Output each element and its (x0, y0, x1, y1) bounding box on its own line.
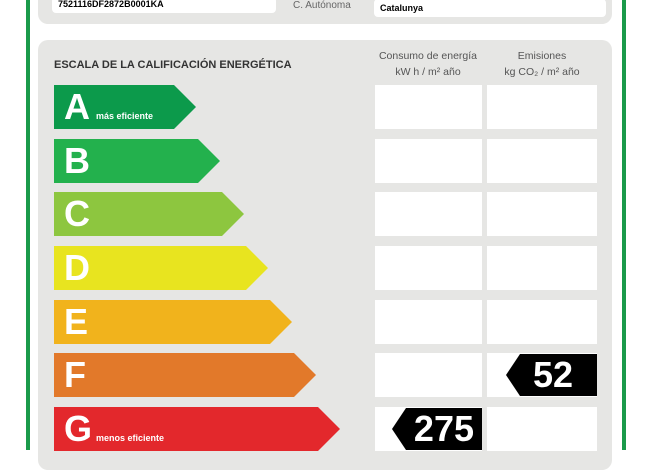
ref-catastral-field: 7521116DF2872B0001KA (52, 0, 276, 13)
energy-cell-E (375, 300, 482, 344)
class-letter: A (64, 86, 90, 127)
emissions-cell-B (487, 139, 597, 183)
emissions-cell-D (487, 246, 597, 290)
frame-border-left (26, 0, 30, 450)
class-letter: C (64, 193, 90, 234)
class-letter: G (64, 408, 93, 449)
class-row-D: D (54, 246, 268, 290)
emissions-cell-E (487, 300, 597, 344)
class-bar-E (54, 300, 292, 344)
class-subtitle: más eficiente (96, 111, 154, 121)
region-field: Catalunya (374, 0, 606, 17)
energy-cell-A (375, 85, 482, 129)
class-subtitle: menos eficiente (96, 433, 165, 443)
class-row-B: B (54, 139, 220, 183)
class-letter: B (64, 140, 90, 181)
class-row-A: A más eficiente (54, 85, 196, 129)
class-bar-C (54, 192, 244, 236)
class-row-C: C (54, 192, 244, 236)
class-bar-A (54, 85, 196, 129)
energy-cell-D (375, 246, 482, 290)
energy-cell-F (375, 353, 482, 397)
emissions-cell-A (487, 85, 597, 129)
emissions-header-line1: Emisiones (517, 50, 567, 62)
class-bar-G (54, 407, 340, 451)
class-letter: E (64, 301, 89, 342)
scale-title: ESCALA DE LA CALIFICACIÓN ENERGÉTICA (54, 59, 292, 71)
class-bar-B (54, 139, 220, 183)
emissions-cell-C (487, 192, 597, 236)
energy-cell-B (375, 139, 482, 183)
class-row-G: G menos eficiente (54, 407, 340, 451)
frame-border-right (622, 0, 626, 450)
class-letter: D (64, 247, 90, 288)
class-letter: F (64, 354, 86, 395)
emissions-column-header: Emisiones kg CO₂ / m² año (482, 48, 602, 80)
class-bar-D (54, 246, 268, 290)
energy-header-line1: Consumo de energía (378, 50, 478, 62)
emissions-cell-G (487, 407, 597, 451)
class-row-E: E (54, 300, 292, 344)
energy-header-unit: kW h / m² año (395, 66, 461, 78)
class-bar-F (54, 353, 316, 397)
class-row-F: F (54, 353, 316, 397)
emissions-header-unit: kg CO₂ / m² año (504, 66, 580, 78)
energy-rating-tag: 275 (392, 408, 482, 450)
energy-cell-C (375, 192, 482, 236)
energy-column-header: Consumo de energía kW h / m² año (368, 48, 488, 80)
region-label: C. Autónoma (293, 0, 351, 11)
emissions-rating-tag: 52 (506, 354, 597, 396)
